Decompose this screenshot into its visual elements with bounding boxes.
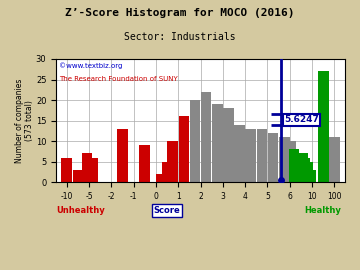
Bar [201, 92, 211, 182]
Bar [294, 157, 305, 182]
Bar [87, 157, 98, 182]
Text: Z’-Score Histogram for MOCO (2016): Z’-Score Histogram for MOCO (2016) [65, 8, 295, 18]
Bar [212, 104, 222, 182]
Bar [62, 157, 72, 182]
Text: Sector: Industrials: Sector: Industrials [124, 32, 236, 42]
Text: Unhealthy: Unhealthy [56, 206, 105, 215]
Bar [257, 129, 267, 182]
Text: 5.6247: 5.6247 [284, 115, 319, 124]
Bar [156, 174, 167, 182]
Bar [305, 170, 316, 182]
Bar [73, 170, 83, 182]
Bar [267, 133, 278, 182]
Bar [223, 108, 234, 182]
Text: ©www.textbiz.org: ©www.textbiz.org [59, 63, 122, 69]
Text: Healthy: Healthy [305, 206, 342, 215]
Text: Score: Score [154, 206, 180, 215]
Bar [279, 137, 289, 182]
Bar [234, 125, 245, 182]
Bar [167, 141, 178, 182]
Bar [318, 71, 329, 182]
Bar [302, 162, 313, 182]
Bar [117, 129, 128, 182]
Bar [329, 137, 339, 182]
Bar [300, 157, 310, 182]
Bar [246, 129, 256, 182]
Bar [162, 162, 172, 182]
Bar [291, 153, 302, 182]
Text: The Research Foundation of SUNY: The Research Foundation of SUNY [59, 76, 178, 82]
Bar [190, 100, 201, 182]
Bar [289, 149, 299, 182]
Bar [179, 116, 189, 182]
Y-axis label: Number of companies
(573 total): Number of companies (573 total) [15, 78, 35, 163]
Bar [139, 145, 150, 182]
Bar [297, 153, 307, 182]
Bar [82, 153, 92, 182]
Bar [286, 141, 297, 182]
